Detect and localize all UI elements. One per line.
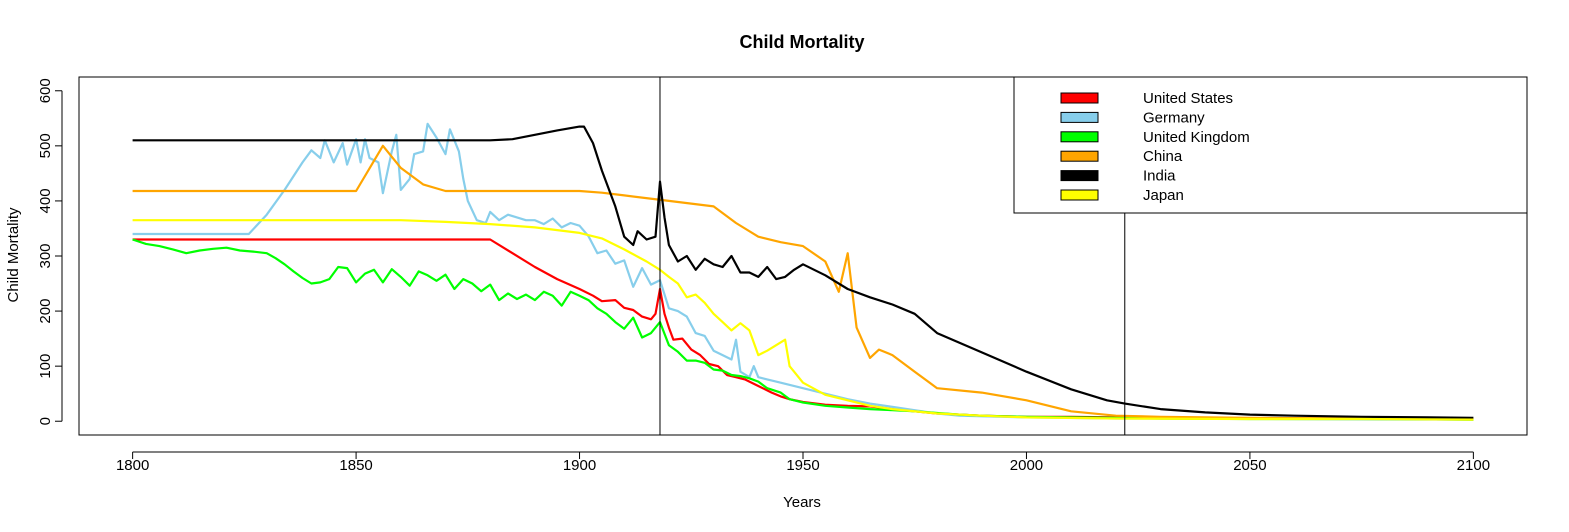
plot-area xyxy=(132,77,1474,435)
x-tick-label: 2100 xyxy=(1457,457,1490,474)
y-tick-label: 100 xyxy=(37,354,54,379)
series-line-china xyxy=(132,144,1474,421)
x-axis-label: Years xyxy=(783,494,821,511)
legend-swatch xyxy=(1060,92,1099,104)
chart-title: Child Mortality xyxy=(740,32,865,52)
x-tick-label: 1950 xyxy=(786,457,819,474)
legend-label: United Kingdom xyxy=(1143,129,1250,146)
legend-swatch xyxy=(1060,131,1099,143)
series-line-united-states xyxy=(132,238,1474,421)
y-tick-label: 600 xyxy=(37,78,54,103)
x-tick-label: 1900 xyxy=(563,457,596,474)
legend-swatch xyxy=(1060,170,1099,182)
series-line-united-kingdom xyxy=(132,238,1474,421)
legend-swatch xyxy=(1060,111,1099,123)
y-axis-label: Child Mortality xyxy=(5,207,22,303)
legend-swatch xyxy=(1060,189,1099,201)
legend-label: India xyxy=(1143,168,1176,185)
y-tick-label: 300 xyxy=(37,243,54,268)
x-tick-label: 1800 xyxy=(116,457,149,474)
y-tick-label: 500 xyxy=(37,133,54,158)
plot-frame xyxy=(78,76,1528,436)
legend-label: Germany xyxy=(1143,109,1205,126)
legend-swatch xyxy=(1060,150,1099,162)
series-line-germany xyxy=(132,122,1474,421)
series-line-japan xyxy=(132,219,1474,421)
series-line-india xyxy=(132,125,1474,419)
legend-label: United States xyxy=(1143,90,1233,107)
legend-label: China xyxy=(1143,148,1183,165)
x-tick-label: 1850 xyxy=(339,457,372,474)
y-tick-label: 400 xyxy=(37,188,54,213)
axes: 1800 1850 1900 1950 2000 2050 2100 0 100 200 300 40… xyxy=(37,76,1528,474)
legend-label: Japan xyxy=(1143,187,1184,204)
y-tick-label: 0 xyxy=(37,417,54,425)
legend-box xyxy=(1013,76,1528,214)
y-tick-label: 200 xyxy=(37,299,54,324)
legend: United States Germany United Kingdom China I… xyxy=(1013,76,1528,214)
x-tick-label: 2000 xyxy=(1010,457,1043,474)
x-tick-label: 2050 xyxy=(1233,457,1266,474)
